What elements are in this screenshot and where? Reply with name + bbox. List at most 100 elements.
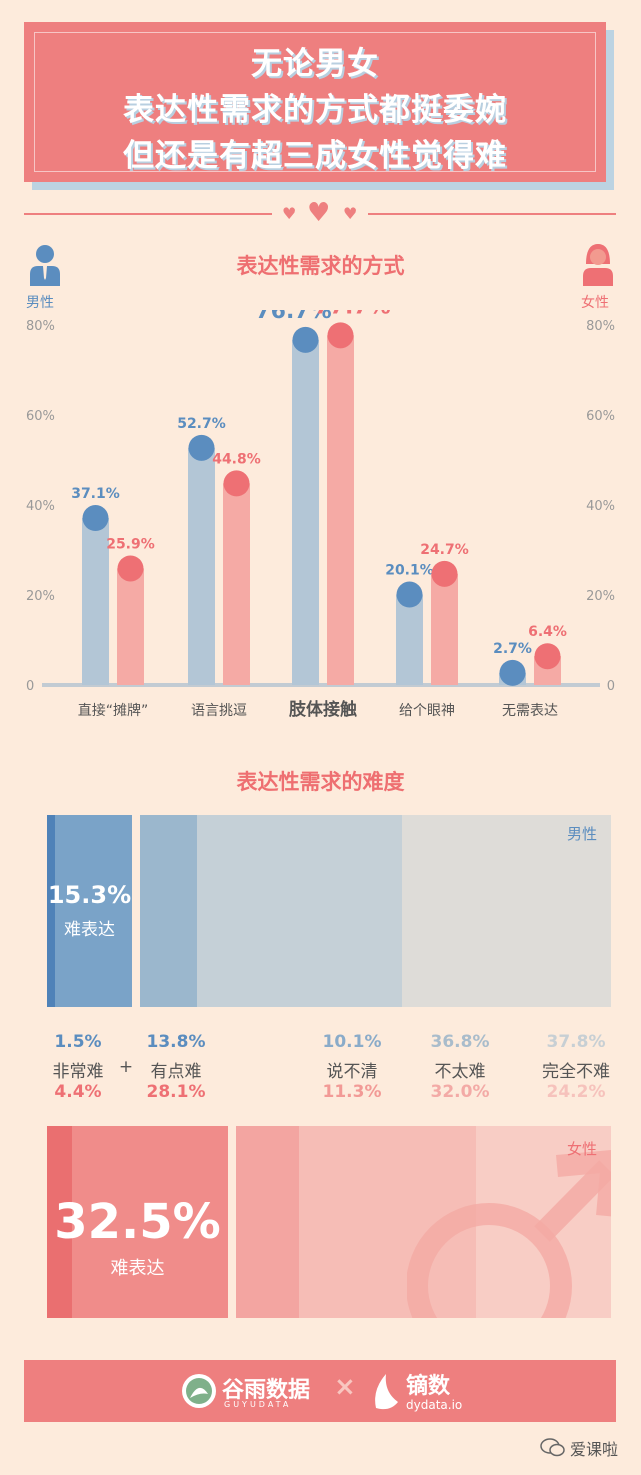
female-value-label: 6.4% <box>528 624 567 640</box>
male-value-label: 76.7% <box>255 310 331 324</box>
male-segment-not-hard <box>402 815 611 1007</box>
gender-symbol-watermark <box>407 1150 611 1318</box>
female-bar-legend: 女性 <box>566 1140 597 1158</box>
y-tick-label-left: 80% <box>26 319 55 334</box>
female-segment-somewhat-hard <box>72 1126 228 1318</box>
male-bar-dot <box>292 326 319 353</box>
male-total-hard-label: 难表达 <box>64 920 115 940</box>
wechat-icon <box>540 1438 565 1457</box>
female-total-hard-value: 32.5% <box>54 1194 221 1250</box>
divider-left <box>24 213 272 215</box>
category-label: 语言挑逗 <box>191 703 247 719</box>
cross-sign: × <box>334 1372 356 1402</box>
male-bar-dot <box>188 434 215 461</box>
banner-frame <box>34 32 596 172</box>
female-value-label: 25.9% <box>106 536 155 552</box>
y-tick-label-right: 20% <box>586 589 615 604</box>
female-segment-very-hard <box>47 1126 72 1318</box>
chart2-title: 表达性需求的难度 <box>236 770 405 794</box>
male-label: 男性 <box>26 295 54 311</box>
footer-bar: 谷雨数据 GUYUDATA × 镝数 dydata.io <box>24 1360 616 1422</box>
not-very-hard-label: 不太难 <box>434 1062 486 1082</box>
female-bar <box>327 335 354 685</box>
female-bar <box>431 573 458 685</box>
unsure-label: 说不清 <box>326 1062 378 1082</box>
male-bar <box>396 594 423 685</box>
plus-sign: + <box>118 1057 134 1077</box>
category-label: 给个眼神 <box>399 703 455 719</box>
female-difficulty-bar: 32.5% 难表达 女性 <box>47 1126 611 1318</box>
female-total-hard-label: 难表达 <box>110 1258 165 1279</box>
category-label: 直接“摊牌” <box>78 702 149 719</box>
not-hard-label: 完全不难 <box>542 1062 610 1082</box>
male-difficulty-bar: 15.3% 难表达 男性 <box>47 815 611 1007</box>
male-segment-not-very-hard <box>197 815 402 1007</box>
dydata-logo-icon <box>375 1374 398 1410</box>
female-value-label: 77.7% <box>314 310 390 319</box>
logo-right-subtext: dydata.io <box>406 1398 463 1412</box>
y-tick-label-left: 60% <box>26 409 55 424</box>
male-segment-very-hard <box>47 815 55 1007</box>
male-segment-unsure <box>140 815 197 1007</box>
male-bar <box>292 339 319 685</box>
title-line-2: 表达性需求的方式都挺委婉 <box>123 92 507 128</box>
category-label: 无需表达 <box>502 703 558 719</box>
male-not-hard-pct: 37.8% <box>546 1032 606 1052</box>
male-bar-dot <box>82 505 109 532</box>
chart-expression-methods: 0 0 20% 20% 40% 40% 60% 60% 80% 80% 37.1% 52.7% 76.7… <box>26 310 615 720</box>
female-bar-dot <box>117 555 144 582</box>
watermark-text: 爱课啦 <box>570 1440 619 1459</box>
male-bar-dot <box>396 581 423 608</box>
female-not-hard-pct: 24.2% <box>546 1082 606 1102</box>
male-somewhat-hard-pct: 13.8% <box>146 1032 206 1052</box>
y-tick-label-left: 20% <box>26 589 55 604</box>
logo-left-text: 谷雨数据 <box>222 1378 311 1403</box>
female-very-hard-pct: 4.4% <box>54 1082 102 1102</box>
male-very-hard-pct: 1.5% <box>54 1032 102 1052</box>
male-not-very-hard-pct: 36.8% <box>430 1032 490 1052</box>
male-segment-somewhat-hard <box>55 815 132 1007</box>
male-person-icon <box>30 245 60 286</box>
y-tick-label-right: 80% <box>586 319 615 334</box>
logo-right-text: 镝数 <box>406 1374 451 1399</box>
very-hard-label: 非常难 <box>52 1062 104 1082</box>
female-label: 女性 <box>581 295 609 311</box>
y-tick-label-left: 40% <box>26 499 55 514</box>
male-bar <box>82 518 109 685</box>
female-somewhat-hard-pct: 28.1% <box>146 1082 206 1102</box>
y-tick-label-right: 0 <box>607 679 615 694</box>
male-total-hard-value: 15.3% <box>47 881 132 909</box>
chart1-title: 表达性需求的方式 <box>236 254 405 278</box>
female-bar-dot <box>431 560 458 587</box>
female-value-label: 24.7% <box>420 542 469 558</box>
heart-icon: ♥ <box>343 204 358 223</box>
y-tick-label-left: 0 <box>26 679 34 694</box>
y-tick-label-right: 40% <box>586 499 615 514</box>
female-bar <box>117 568 144 685</box>
logo-left-subtext: GUYUDATA <box>224 1400 292 1409</box>
male-value-label: 37.1% <box>71 486 120 502</box>
female-bar <box>223 483 250 685</box>
guyu-logo-icon <box>182 1374 216 1408</box>
female-unsure-pct: 11.3% <box>322 1082 382 1102</box>
title-line-1: 无论男女 <box>251 46 379 82</box>
y-tick-label-right: 60% <box>586 409 615 424</box>
heart-icon: ♥ <box>282 204 297 223</box>
female-bar-dot <box>223 470 250 497</box>
female-value-label: 44.8% <box>212 451 261 467</box>
male-value-label: 2.7% <box>493 641 532 657</box>
title-line-3: 但还是有超三成女性觉得难 <box>123 138 507 174</box>
male-unsure-pct: 10.1% <box>322 1032 382 1052</box>
female-person-icon <box>583 244 613 286</box>
male-bar-dot <box>499 659 526 686</box>
male-value-label: 52.7% <box>177 416 226 432</box>
female-bar-dot <box>327 322 354 349</box>
male-bar-legend: 男性 <box>566 825 597 843</box>
somewhat-hard-label: 有点难 <box>150 1062 202 1082</box>
male-bar <box>188 447 215 685</box>
female-segment-unsure <box>236 1126 299 1318</box>
divider-right <box>368 213 616 215</box>
female-bar-dot <box>534 643 561 670</box>
heart-icon-large: ♥ <box>307 198 331 228</box>
male-value-label: 20.1% <box>385 563 434 579</box>
